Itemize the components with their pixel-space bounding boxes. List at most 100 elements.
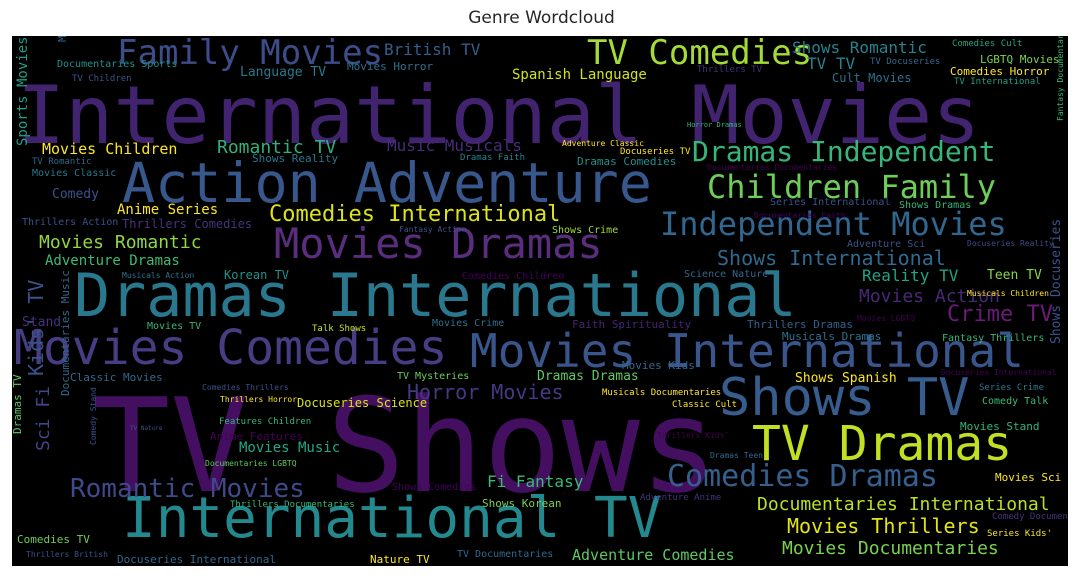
word-tv-documentaries: TV Documentaries	[457, 549, 554, 560]
word-tv-docuseries: TV Docuseries	[870, 57, 941, 67]
word-thrillers-british: Thrillers British	[26, 550, 108, 559]
word-tv-mysteries: TV Mysteries	[397, 371, 470, 382]
word-dramas-tv: Dramas TV	[12, 374, 24, 434]
word-shows-spanish: Shows Spanish	[795, 371, 897, 386]
word-cult-movies: Cult Movies	[832, 71, 912, 85]
word-anime-series: Anime Series	[117, 202, 219, 218]
word-thrillers-comedies: Thrillers Comedies	[122, 217, 253, 231]
word-horror-movies: Horror Movies	[407, 380, 564, 404]
word-shows-reality: Shows Reality	[252, 152, 339, 165]
word-fi-fantasy: Fi Fantasy	[487, 472, 584, 491]
word-adventure-anime: Adventure Anime	[640, 493, 722, 503]
word-movies-dramas: Movies Dramas	[274, 219, 603, 268]
word-thrillers-dramas: Thrillers Dramas	[747, 318, 853, 331]
word-international-movies: International Movies	[17, 69, 981, 162]
word-documentaries-music: Documentaries Music	[59, 270, 72, 396]
word-classic-cult: Classic Cult	[672, 400, 738, 410]
word-movies-stand: Movies Stand	[960, 420, 1040, 433]
word-crime-tv: Crime TV	[947, 302, 1053, 327]
word-comedies-dramas: Comedies Dramas	[667, 459, 938, 494]
word-comedy-stand: Comedy Stand	[89, 387, 98, 445]
word-comedies-children: Comedies Children	[462, 271, 565, 282]
word-teen-tv: Teen TV	[987, 268, 1042, 283]
word-movies-crime: Movies Crime	[432, 318, 505, 329]
word-movies-lgbtq: Movies LGBTQ	[857, 314, 915, 323]
word-fantasy-action: Fantasy Action	[399, 225, 467, 234]
word-documentaries-international: Documentaries International	[757, 494, 1050, 515]
word-lgbtq-movies: LGBTQ Movies	[980, 53, 1060, 66]
word-tv-comedies: TV Comedies	[587, 36, 813, 73]
word-docuseries-international: Docuseries International	[117, 553, 276, 566]
word-movies-sci: Movies Sci	[995, 471, 1062, 484]
word-docuseries-international: Docuseries International	[941, 368, 1057, 377]
word-adventure-sci: Adventure Sci	[847, 239, 926, 250]
word-classic-movies: Classic Movies	[70, 371, 163, 384]
word-science-nature: Science Nature	[684, 269, 769, 280]
word-faith-spirituality: Faith Spirituality	[572, 318, 692, 331]
word-fantasy-documentaries: Fantasy Documentaries	[1056, 36, 1065, 121]
word-thrillers-action: Thrillers Action	[22, 217, 119, 228]
word-movies-horror: Movies Horror	[347, 60, 434, 73]
word-comedies-cult: Comedies Cult	[952, 39, 1023, 49]
word-shows-crime: Shows Crime	[552, 225, 619, 236]
word-children-family: Children Family	[707, 168, 996, 206]
word-musicals-documentaries: Musicals Documentaries	[602, 388, 722, 398]
word-international-tv: International TV	[122, 486, 662, 551]
word-action-adventure: Action Adventure	[122, 151, 652, 215]
chart-title: Genre Wordcloud	[468, 8, 615, 28]
word-movies-tv: Movies TV	[147, 321, 202, 332]
word-series-kids: Series Kids'	[987, 529, 1053, 539]
word-comedies-tv: Comedies TV	[17, 533, 90, 546]
word-british-tv: British TV	[384, 40, 481, 59]
word-thrillers-horror: Thrillers Horror	[220, 395, 298, 404]
word-adventure-comedies: Adventure Comedies	[572, 546, 735, 564]
word-comedy-talk: Comedy Talk	[982, 396, 1049, 407]
word-spanish-language: Spanish Language	[512, 67, 647, 83]
word-series-international: Series International	[770, 197, 891, 208]
word-comedy: Comedy	[52, 187, 99, 202]
word-musicals-action: Musicals Action	[122, 271, 195, 280]
word-anime-features: Anime Features	[210, 430, 303, 443]
word-dramas-faith: Dramas Faith	[460, 153, 526, 163]
word-shows-korean: Shows Korean	[482, 497, 562, 510]
word-docuseries-reality: Docuseries Reality	[967, 239, 1054, 248]
word-docuseries-tv: Docuseries TV	[620, 147, 691, 157]
word-stand: Stand	[22, 315, 62, 330]
word-romantic-tv: Romantic TV	[217, 137, 337, 158]
word-music-musicals: Music Musicals	[387, 136, 522, 155]
word-tv-children: TV Children	[72, 74, 132, 84]
word-fantasy-thrillers: Fantasy Thrillers	[942, 333, 1045, 344]
word-movies-classic: Movies Classic	[32, 168, 117, 179]
word-shows-international: Shows International	[717, 246, 946, 270]
word-musicals-children: Musicals Children	[967, 289, 1049, 298]
word-sci-fi: Sci Fi	[33, 385, 54, 451]
word-movies-thrillers: Movies Thrillers	[787, 514, 980, 538]
word-horror-dramas: Horror Dramas	[687, 121, 742, 129]
word-shows-romantic: Shows Romantic	[792, 38, 927, 57]
word-thrillers-documentaries: Thrillers Documentaries	[230, 500, 355, 510]
word-adventure-classic: Adventure Classic	[562, 139, 644, 148]
word-docuseries-science: Docuseries Science	[297, 396, 428, 410]
word-dramas-comedies: Dramas Comedies	[577, 155, 677, 168]
word-talk-shows: Talk Shows	[312, 324, 367, 334]
word-thrillers-kids: Thrillers Kids'	[657, 431, 730, 440]
word-sports-movies: Sports Movies	[15, 36, 31, 146]
word-thrillers-tv: Thrillers TV	[697, 65, 763, 75]
word-tv-tv: TV TV	[807, 54, 856, 73]
word-nature-tv: Nature TV	[370, 553, 430, 566]
word-musicals-dramas: Musicals Dramas	[782, 330, 882, 343]
word-documentaries-documentaries: Documentaries Documentaries	[707, 163, 838, 172]
word-tv-dramas: TV Dramas	[752, 416, 1013, 472]
word-movies-comedies: Movies Comedies	[14, 320, 448, 376]
word-tv-international: TV International	[954, 77, 1041, 87]
word-comedies-international: Comedies International	[269, 202, 561, 227]
word-features-children: Features Children	[219, 417, 312, 427]
word-dramas-dramas: Dramas Dramas	[537, 369, 639, 384]
word-comedies-horror: Comedies Horror	[950, 65, 1050, 78]
word-movies-action: Movies Action	[859, 286, 1000, 307]
word-movies-romantic: Movies Romantic	[39, 232, 202, 253]
word-tv-shows: TV Shows	[92, 370, 719, 522]
word-language-tv: Language TV	[240, 65, 327, 80]
word-comedies-thrillers: Comedies Thrillers	[202, 383, 289, 392]
word-reality-tv: Reality TV	[862, 266, 959, 285]
